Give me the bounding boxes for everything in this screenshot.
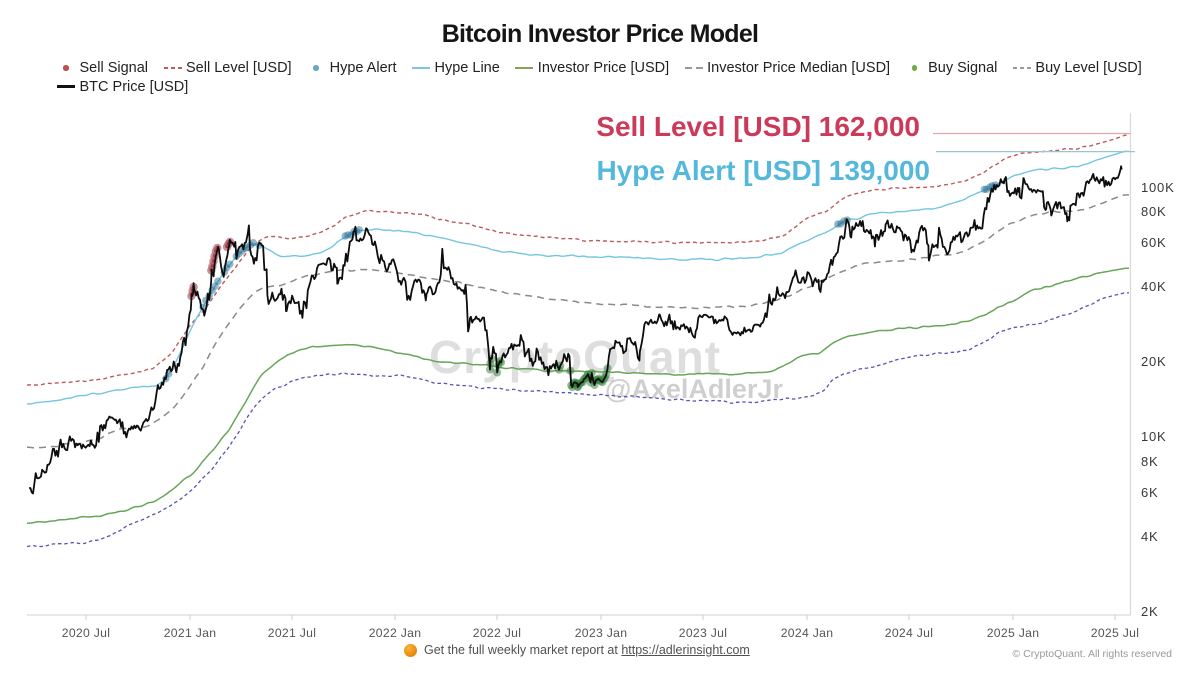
svg-text:@AxelAdlerJr: @AxelAdlerJr — [605, 374, 783, 404]
svg-text:2025 Jan: 2025 Jan — [987, 626, 1040, 640]
svg-text:80K: 80K — [1141, 204, 1167, 219]
svg-text:6K: 6K — [1141, 485, 1159, 500]
svg-text:Sell Level [USD] 162,000: Sell Level [USD] 162,000 — [596, 111, 920, 142]
svg-text:4K: 4K — [1141, 529, 1159, 544]
svg-text:60K: 60K — [1141, 235, 1167, 250]
svg-text:100K: 100K — [1141, 180, 1175, 195]
svg-text:2023 Jan: 2023 Jan — [575, 626, 628, 640]
svg-text:2K: 2K — [1141, 604, 1159, 619]
svg-text:2021 Jan: 2021 Jan — [164, 626, 217, 640]
svg-text:2020 Jul: 2020 Jul — [62, 626, 110, 640]
svg-text:10K: 10K — [1141, 429, 1167, 444]
svg-text:8K: 8K — [1141, 454, 1159, 469]
svg-text:Hype Alert [USD] 139,000: Hype Alert [USD] 139,000 — [596, 155, 930, 186]
svg-text:40K: 40K — [1141, 279, 1167, 294]
svg-text:2022 Jan: 2022 Jan — [369, 626, 422, 640]
svg-text:2022 Jul: 2022 Jul — [473, 626, 521, 640]
svg-text:2023 Jul: 2023 Jul — [679, 626, 727, 640]
svg-text:2024 Jan: 2024 Jan — [781, 626, 834, 640]
svg-text:2024 Jul: 2024 Jul — [885, 626, 933, 640]
svg-text:20K: 20K — [1141, 354, 1167, 369]
svg-text:2025 Jul: 2025 Jul — [1091, 626, 1139, 640]
svg-text:2021 Jul: 2021 Jul — [268, 626, 316, 640]
